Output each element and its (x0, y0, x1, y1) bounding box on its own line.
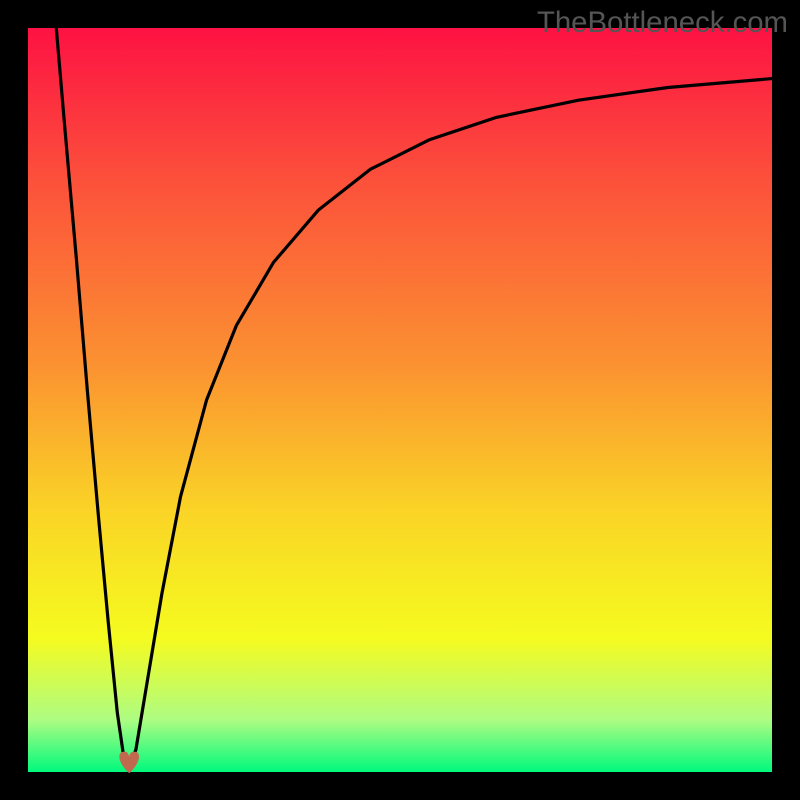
bottleneck-curve (56, 28, 772, 768)
heart-marker (119, 752, 139, 774)
curve-layer (0, 0, 800, 800)
source-watermark: TheBottleneck.com (537, 6, 788, 40)
bottleneck-chart: TheBottleneck.com (0, 0, 800, 800)
